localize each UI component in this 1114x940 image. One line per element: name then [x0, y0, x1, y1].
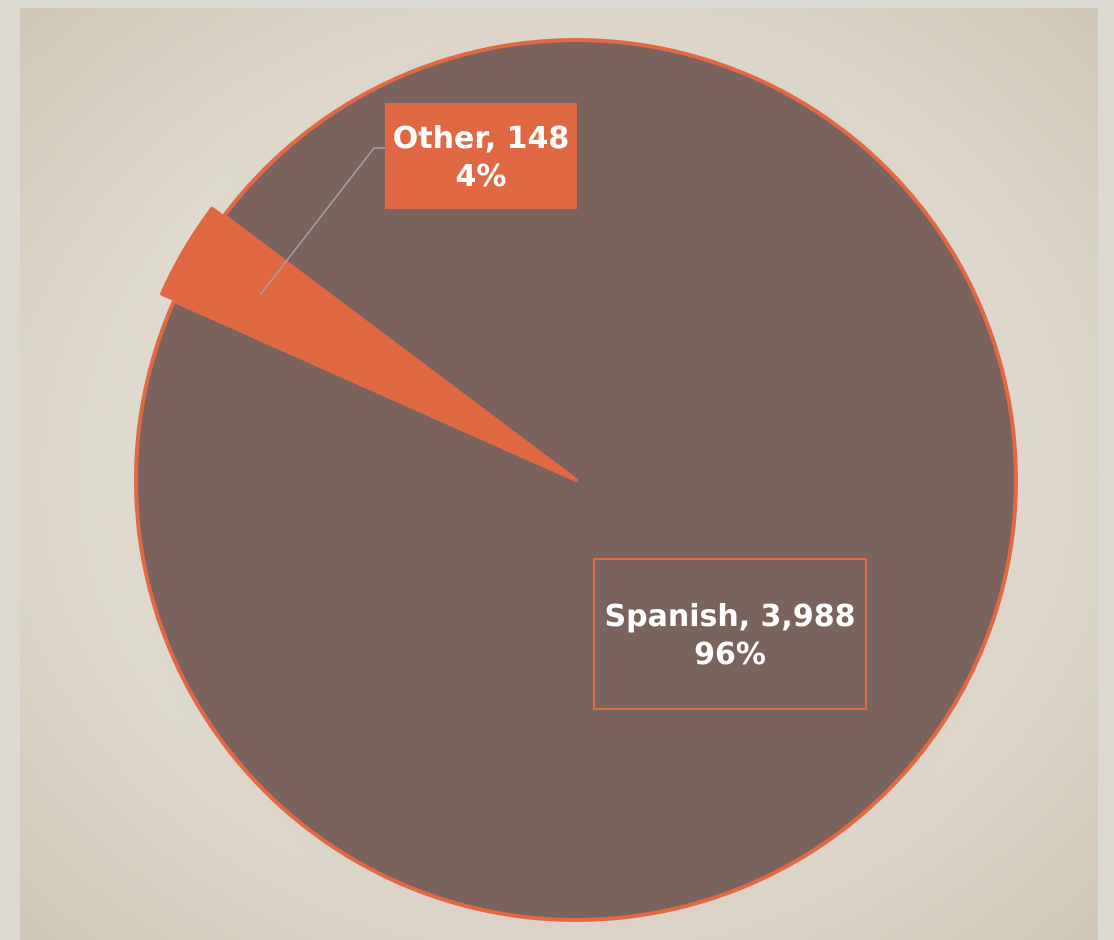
slices-group	[134, 38, 1018, 922]
data-label-value-spanish: Spanish, 3,988	[605, 599, 856, 634]
data-label-value-other: Other, 148	[393, 121, 569, 156]
data-label-box-spanish	[593, 558, 867, 710]
data-label-percent-spanish: 96%	[694, 637, 766, 672]
pie-slice-other[interactable]	[160, 206, 566, 475]
data-label-percent-other: 4%	[456, 159, 507, 194]
chart-area: Spanish, 3,988 96% Other, 148 4%	[20, 8, 1098, 940]
pie-slice-spanish[interactable]	[134, 38, 1018, 922]
data-label-box-other	[385, 103, 577, 209]
leader-line-other	[259, 147, 386, 295]
